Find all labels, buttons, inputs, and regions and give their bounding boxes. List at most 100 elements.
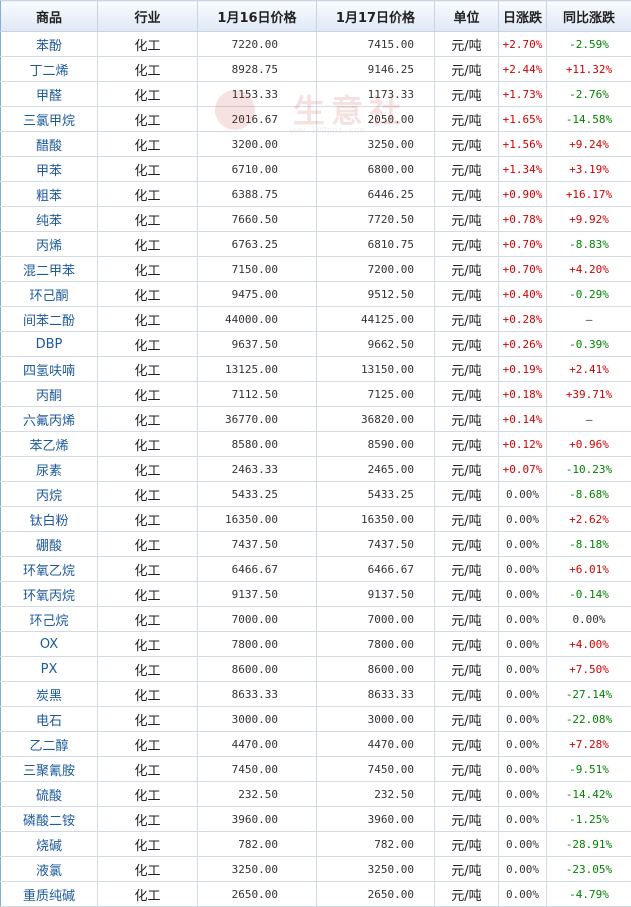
industry-cell: 化工 xyxy=(98,832,198,857)
industry-cell: 化工 xyxy=(98,407,198,432)
commodity-link[interactable]: 烧碱 xyxy=(1,832,98,857)
price-jan16-cell: 8580.00 xyxy=(198,432,317,457)
industry-cell: 化工 xyxy=(98,482,198,507)
industry-cell: 化工 xyxy=(98,32,198,57)
unit-cell: 元/吨 xyxy=(435,457,499,482)
price-jan17-cell: 6800.00 xyxy=(317,157,435,182)
industry-cell: 化工 xyxy=(98,607,198,632)
yoy-change-cell: +9.92% xyxy=(547,207,631,232)
price-jan16-cell: 7220.00 xyxy=(198,32,317,57)
commodity-link[interactable]: 纯苯 xyxy=(1,207,98,232)
commodity-link[interactable]: 六氟丙烯 xyxy=(1,407,98,432)
commodity-link[interactable]: 丁二烯 xyxy=(1,57,98,82)
price-jan17-cell: 9146.25 xyxy=(317,57,435,82)
price-jan17-cell: 3960.00 xyxy=(317,807,435,832)
commodity-link[interactable]: 硫酸 xyxy=(1,782,98,807)
daily-change-cell: 0.00% xyxy=(499,632,547,657)
price-jan16-cell: 36770.00 xyxy=(198,407,317,432)
commodity-link[interactable]: 电石 xyxy=(1,707,98,732)
yoy-change-cell: -9.51% xyxy=(547,757,631,782)
yoy-change-cell: -0.29% xyxy=(547,282,631,307)
commodity-link[interactable]: 四氢呋喃 xyxy=(1,357,98,382)
commodity-link[interactable]: 苯乙烯 xyxy=(1,432,98,457)
unit-cell: 元/吨 xyxy=(435,432,499,457)
commodity-link[interactable]: 甲醛 xyxy=(1,82,98,107)
commodity-link[interactable]: 醋酸 xyxy=(1,132,98,157)
commodity-link[interactable]: 环己烷 xyxy=(1,607,98,632)
commodity-link[interactable]: 丙烯 xyxy=(1,232,98,257)
commodity-link[interactable]: 磷酸二铵 xyxy=(1,807,98,832)
price-jan17-cell: 7450.00 xyxy=(317,757,435,782)
price-jan16-cell: 2016.67 xyxy=(198,107,317,132)
commodity-link[interactable]: 混二甲苯 xyxy=(1,257,98,282)
commodity-link[interactable]: 乙二醇 xyxy=(1,732,98,757)
unit-cell: 元/吨 xyxy=(435,632,499,657)
yoy-change-cell: +11.32% xyxy=(547,57,631,82)
commodity-link[interactable]: 间苯二酚 xyxy=(1,307,98,332)
commodity-link[interactable]: 甲苯 xyxy=(1,157,98,182)
industry-cell: 化工 xyxy=(98,82,198,107)
daily-change-cell: +0.70% xyxy=(499,232,547,257)
yoy-change-cell: -27.14% xyxy=(547,682,631,707)
unit-cell: 元/吨 xyxy=(435,532,499,557)
commodity-link[interactable]: 钛白粉 xyxy=(1,507,98,532)
price-jan17-cell: 9662.50 xyxy=(317,332,435,357)
daily-change-cell: 0.00% xyxy=(499,757,547,782)
price-jan16-cell: 8633.33 xyxy=(198,682,317,707)
price-jan16-cell: 16350.00 xyxy=(198,507,317,532)
price-jan16-cell: 3960.00 xyxy=(198,807,317,832)
commodity-link[interactable]: 三聚氰胺 xyxy=(1,757,98,782)
commodity-link[interactable]: 环己酮 xyxy=(1,282,98,307)
unit-cell: 元/吨 xyxy=(435,357,499,382)
commodity-link[interactable]: 粗苯 xyxy=(1,182,98,207)
yoy-change-cell: +16.17% xyxy=(547,182,631,207)
price-jan16-cell: 6710.00 xyxy=(198,157,317,182)
commodity-link[interactable]: 环氧乙烷 xyxy=(1,557,98,582)
commodity-link[interactable]: 液氯 xyxy=(1,857,98,882)
yoy-change-cell: +39.71% xyxy=(547,382,631,407)
commodity-link[interactable]: DBP xyxy=(1,332,98,357)
commodity-link[interactable]: 丙酮 xyxy=(1,382,98,407)
yoy-change-cell: — xyxy=(547,307,631,332)
unit-cell: 元/吨 xyxy=(435,807,499,832)
price-jan17-cell: 9137.50 xyxy=(317,582,435,607)
commodity-link[interactable]: 环氧丙烷 xyxy=(1,582,98,607)
daily-change-cell: 0.00% xyxy=(499,482,547,507)
price-jan17-cell: 2465.00 xyxy=(317,457,435,482)
price-jan16-cell: 7437.50 xyxy=(198,532,317,557)
commodity-link[interactable]: 尿素 xyxy=(1,457,98,482)
commodity-link[interactable]: PX xyxy=(1,657,98,682)
header-unit: 单位 xyxy=(435,1,499,32)
commodity-link[interactable]: 苯酚 xyxy=(1,32,98,57)
commodity-link[interactable]: 重质纯碱 xyxy=(1,882,98,907)
yoy-change-cell: -14.42% xyxy=(547,782,631,807)
price-jan16-cell: 8600.00 xyxy=(198,657,317,682)
yoy-change-cell: -8.68% xyxy=(547,482,631,507)
price-jan16-cell: 4470.00 xyxy=(198,732,317,757)
commodity-link[interactable]: 炭黑 xyxy=(1,682,98,707)
commodity-link[interactable]: 硼酸 xyxy=(1,532,98,557)
commodity-link[interactable]: 三氯甲烷 xyxy=(1,107,98,132)
yoy-change-cell: +2.41% xyxy=(547,357,631,382)
commodity-link[interactable]: OX xyxy=(1,632,98,657)
unit-cell: 元/吨 xyxy=(435,582,499,607)
yoy-change-cell: +2.62% xyxy=(547,507,631,532)
daily-change-cell: +0.07% xyxy=(499,457,547,482)
unit-cell: 元/吨 xyxy=(435,32,499,57)
price-jan17-cell: 7800.00 xyxy=(317,632,435,657)
daily-change-cell: +0.90% xyxy=(499,182,547,207)
commodity-link[interactable]: 丙烷 xyxy=(1,482,98,507)
price-jan16-cell: 3200.00 xyxy=(198,132,317,157)
daily-change-cell: +0.40% xyxy=(499,282,547,307)
unit-cell: 元/吨 xyxy=(435,132,499,157)
unit-cell: 元/吨 xyxy=(435,232,499,257)
industry-cell: 化工 xyxy=(98,457,198,482)
